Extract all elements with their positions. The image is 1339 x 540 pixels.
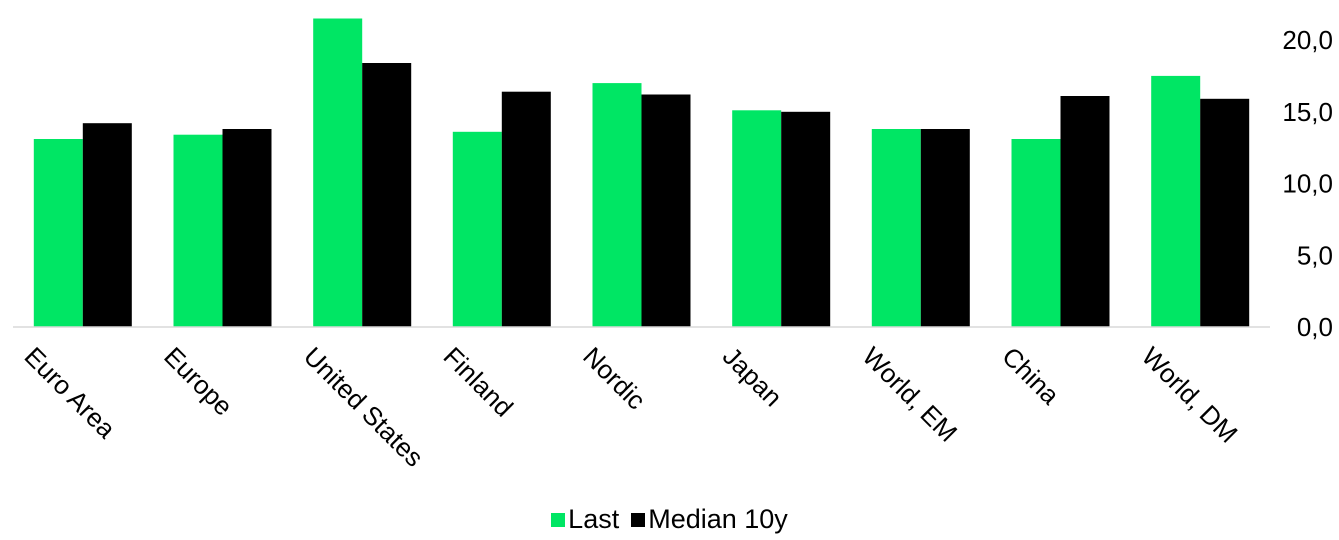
y-tick-label: 0,0 [1297,312,1333,342]
category-label: United States [298,341,430,473]
legend-swatch-median [631,512,646,527]
bar-last-0 [33,139,83,327]
bar-last-7 [1011,139,1061,327]
bar-median-2 [362,63,412,327]
bar-median-5 [781,111,831,328]
legend-label-median: Median 10y [648,504,788,534]
category-label: Finland [438,341,520,423]
category-label: Nordic [577,341,651,415]
y-tick-label: 20,0 [1282,25,1333,55]
bar-median-6 [920,129,970,327]
legend-item-last: Last [551,504,619,535]
category-label: World, DM [1136,341,1244,449]
bar-last-3 [452,131,502,327]
bar-median-0 [82,123,132,327]
y-axis-ticks: 0,0 5,0 10,0 15,0 20,0 [1282,25,1333,342]
y-tick-label: 5,0 [1297,240,1333,270]
legend-label-last: Last [568,504,620,534]
bar-last-6 [871,129,921,327]
category-label: Europe [158,341,238,421]
bars-group [33,18,1250,328]
legend-item-median: Median 10y [631,504,788,535]
category-label: World, EM [857,341,964,448]
category-label: Euro Area [19,341,122,444]
bar-last-2 [313,18,363,327]
bar-chart: 0,0 5,0 10,0 15,0 20,0 Euro Area Europe United… [13,18,1333,473]
legend-swatch-last [551,512,566,527]
category-label: China [996,341,1066,411]
bar-median-3 [501,91,551,327]
bar-last-1 [173,134,223,327]
bar-median-1 [222,129,272,327]
x-axis-labels: Euro Area Europe United States Finland Nordi… [19,341,1244,473]
legend: Last Median 10y [0,504,1339,535]
y-tick-label: 15,0 [1282,97,1333,127]
bar-median-4 [641,94,691,327]
bar-median-7 [1060,96,1110,327]
bar-last-5 [732,110,782,327]
bar-last-8 [1151,75,1201,328]
bar-last-4 [592,83,642,327]
y-tick-label: 10,0 [1282,169,1333,199]
bar-median-8 [1200,98,1250,327]
category-label: Japan [717,341,788,412]
